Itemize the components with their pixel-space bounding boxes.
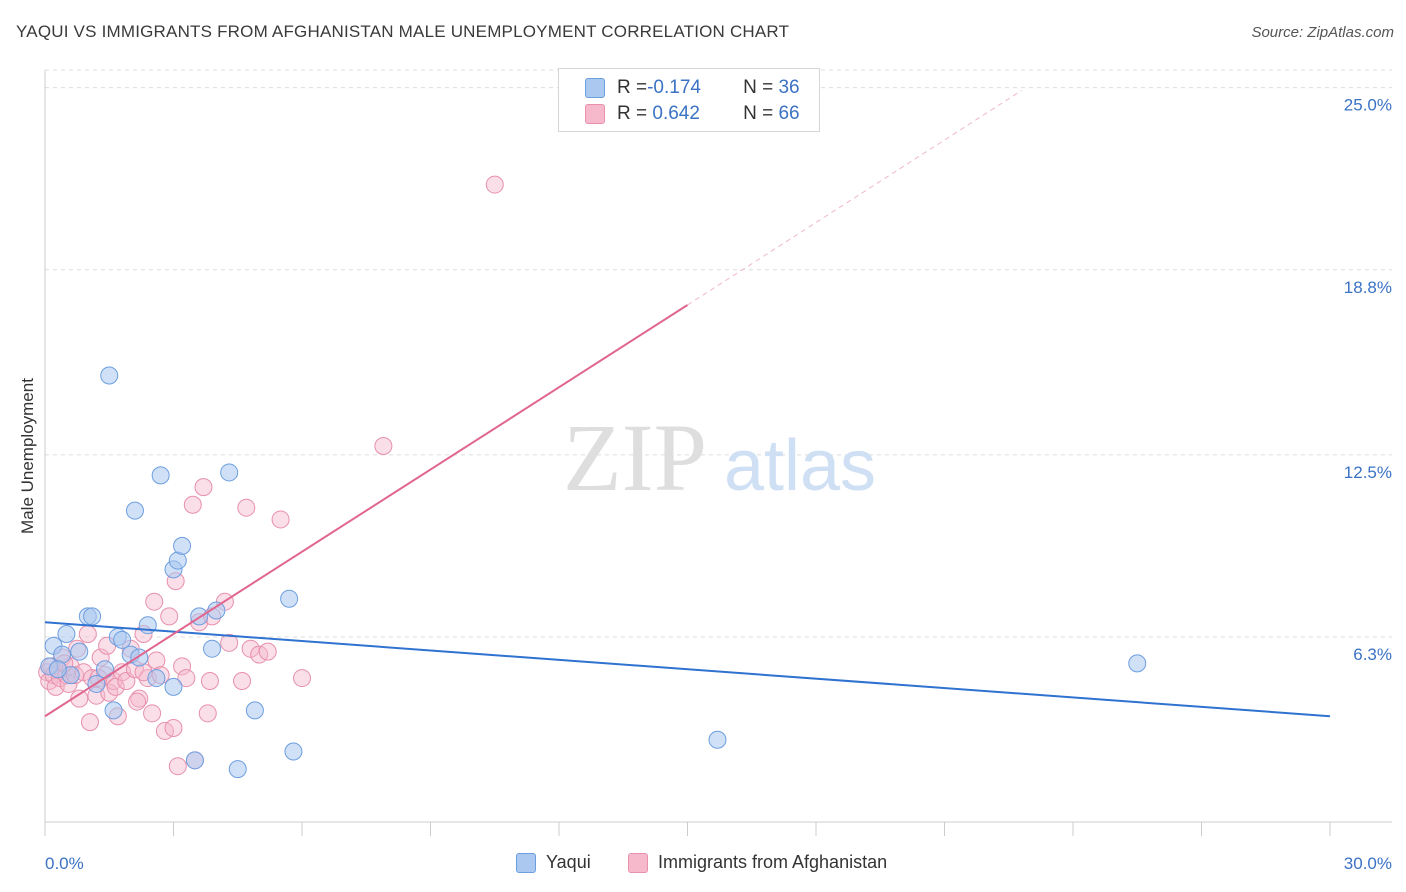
data-point-yaqui [57,625,76,643]
data-point-yaqui [207,601,226,620]
data-point-yaqui [83,607,102,626]
legend-n-value: 36 [778,77,800,98]
data-point-yaqui [70,642,89,661]
x-tick-label: 30.0% [1344,854,1392,873]
legend-n-label: N = [743,103,779,124]
trend-line-yaqui [44,621,1331,718]
watermark-zip: ZIP [563,404,707,511]
legend-r-label: R = [617,103,648,124]
data-point-yaqui [48,660,67,679]
data-point-yaqui [245,701,264,720]
data-point-afghanistan [485,175,504,194]
legend-r-label: R = [617,77,648,98]
data-point-afghanistan [177,669,196,688]
data-point-yaqui [220,463,239,482]
bottom-legend-afghanistan: Immigrants from Afghanistan [628,852,887,873]
data-point-yaqui [280,589,299,608]
data-point-afghanistan [194,478,213,497]
data-point-yaqui [203,639,222,658]
trend-lines [44,90,1331,718]
legend-n-label: N = [743,77,779,98]
watermark: ZIP atlas [563,404,876,511]
bottom-legend-label-yaqui: Yaqui [546,852,591,872]
correlation-legend: R = -0.174 N = 36 R = 0.642 N = 66 [558,68,820,132]
series-afghanistan-points [38,175,504,776]
data-point-afghanistan [145,592,164,611]
data-point-yaqui [147,669,166,688]
legend-n-value: 66 [778,103,800,124]
watermark-atlas: atlas [724,426,876,506]
bottom-legend-label-afghanistan: Immigrants from Afghanistan [658,852,888,872]
y-tick-label: 6.3% [1353,645,1392,664]
legend-row-afghanistan: R = 0.642 N = 66 [585,102,800,126]
data-point-yaqui [1128,654,1147,673]
data-point-yaqui [125,501,144,520]
data-point-afghanistan [164,719,183,737]
y-tick-label: 25.0% [1344,96,1392,115]
data-point-afghanistan [271,510,290,529]
bottom-legend-swatch-afghanistan [628,852,648,873]
source-label: Source: ZipAtlas.com [1251,24,1394,41]
data-point-afghanistan [160,607,179,626]
data-point-yaqui [173,536,192,555]
data-point-afghanistan [200,672,219,690]
legend-swatch-yaqui [585,78,605,98]
legend-swatch-afghanistan [585,104,605,124]
data-point-afghanistan [183,495,202,514]
data-point-afghanistan [147,651,166,670]
data-point-afghanistan [233,672,252,690]
y-tick-label: 18.8% [1344,278,1392,297]
data-point-afghanistan [78,625,97,643]
data-point-afghanistan [293,669,311,688]
data-point-yaqui [104,701,123,720]
legend-r-value: 0.642 [647,103,700,124]
data-point-afghanistan [237,498,256,517]
trend-line-afghanistan-extension [687,90,1022,306]
tick-labels: 6.3% 12.5% 18.8% 25.0% 0.0% 30.0% [45,96,1392,873]
data-point-afghanistan [198,704,217,723]
trend-line-afghanistan [44,304,689,718]
data-point-afghanistan [143,704,162,723]
legend-r-value: -0.174 [647,77,701,98]
data-point-afghanistan [173,657,192,676]
bottom-legend-yaqui: Yaqui [516,852,591,873]
data-point-yaqui [228,760,247,779]
gridlines [45,69,1392,638]
data-point-yaqui [113,630,132,649]
legend-row-yaqui: R = -0.174 N = 36 [585,76,800,100]
data-point-yaqui [708,730,727,749]
data-point-afghanistan [258,642,277,661]
bottom-legend-swatch-yaqui [516,852,536,873]
data-point-yaqui [284,742,303,761]
y-tick-label: 12.5% [1344,463,1392,482]
data-point-afghanistan [220,633,239,652]
data-point-afghanistan [130,689,149,708]
data-point-yaqui [151,466,170,485]
x-tick-label: 0.0% [45,854,84,873]
data-point-yaqui [100,366,119,385]
data-point-yaqui [185,751,204,770]
data-point-afghanistan [128,692,147,711]
axes [44,70,1392,836]
data-point-afghanistan [374,437,393,455]
chart-title: YAQUI VS IMMIGRANTS FROM AFGHANISTAN MAL… [16,22,790,41]
data-point-afghanistan [80,713,99,732]
data-point-yaqui [164,677,183,696]
data-point-afghanistan [168,757,187,776]
